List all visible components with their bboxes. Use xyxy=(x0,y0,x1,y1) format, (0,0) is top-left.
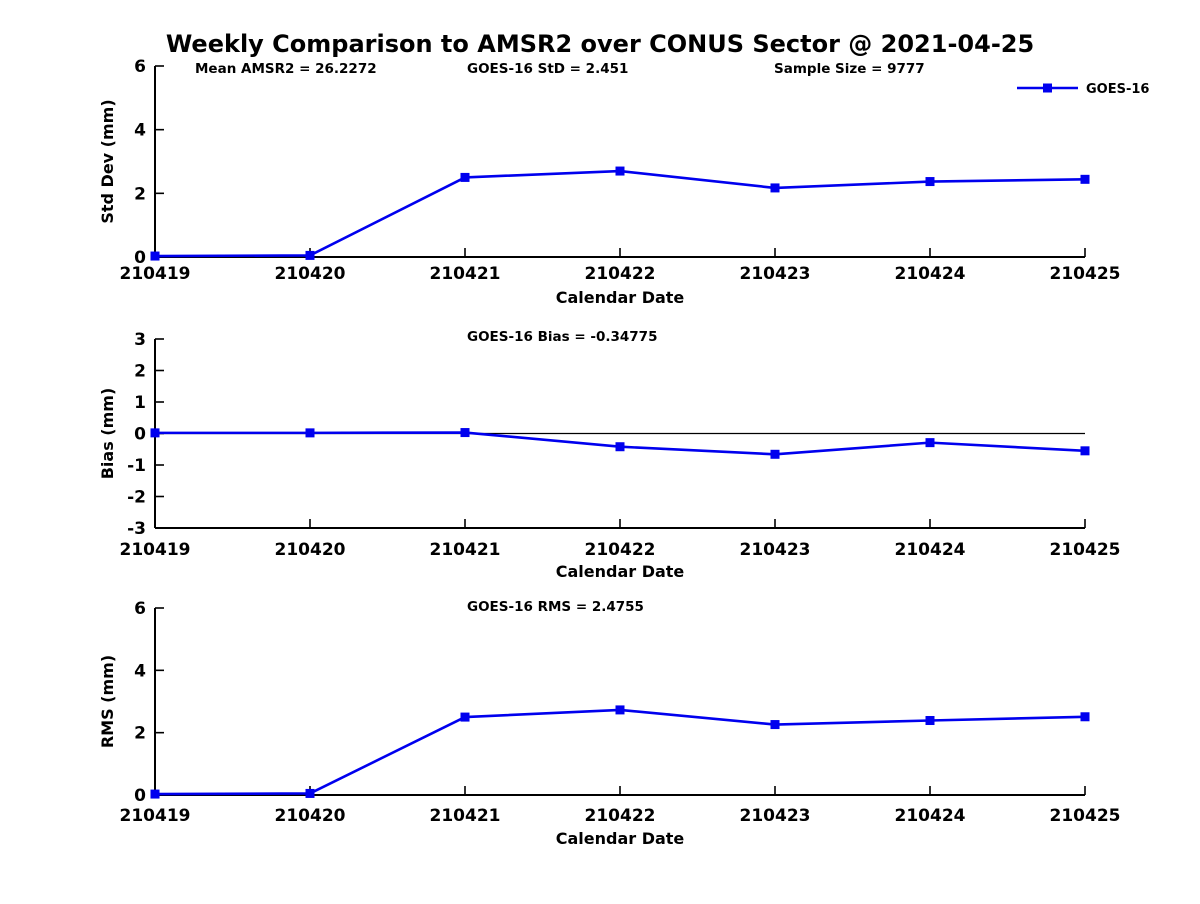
rms-data-point-marker xyxy=(150,789,160,799)
y-tick-label: 3 xyxy=(134,330,146,350)
x-tick-label: 210425 xyxy=(1050,264,1121,284)
rms-chart: 0 2 4 6 210419 210420 210421 210422 210423 210424… xyxy=(98,599,1120,848)
stddev-data-point-marker xyxy=(150,251,160,261)
y-tick-label: 0 xyxy=(134,248,146,268)
legend-marker-icon xyxy=(1043,83,1052,93)
x-tick-label: 210420 xyxy=(275,540,346,560)
stddev-annotation: Mean AMSR2 = 26.2272 xyxy=(195,61,377,77)
y-tick-label: 2 xyxy=(134,724,146,744)
y-tick-label: 0 xyxy=(134,786,146,806)
x-tick-label: 210420 xyxy=(275,806,346,826)
stddev-annotation: GOES-16 StD = 2.451 xyxy=(467,61,628,77)
y-tick-label: 1 xyxy=(134,393,146,413)
rms-data-point-marker xyxy=(925,716,935,726)
y-tick-label: 2 xyxy=(134,184,146,204)
legend-label: GOES-16 xyxy=(1086,82,1149,97)
y-tick-label: 0 xyxy=(134,425,146,445)
rms-series-line xyxy=(154,708,1086,796)
rms-data-point-marker xyxy=(1080,712,1090,722)
bias-data-point-marker xyxy=(925,438,935,448)
stddev-data-point-marker xyxy=(615,166,625,176)
stddev-data-point-marker xyxy=(305,250,315,260)
stddev-xlabel: Calendar Date xyxy=(556,288,685,307)
x-tick-label: 210425 xyxy=(1050,540,1121,560)
legend: GOES-16 xyxy=(1017,82,1149,97)
rms-data-point-marker xyxy=(305,788,315,798)
x-tick-label: 210423 xyxy=(740,540,811,560)
x-tick-label: 210421 xyxy=(430,806,501,826)
x-tick-label: 210422 xyxy=(585,540,656,560)
stddev-data-point-marker xyxy=(770,183,780,193)
x-tick-label: 210421 xyxy=(430,540,501,560)
rms-data-point-marker xyxy=(770,720,780,730)
bias-data-point-marker xyxy=(770,449,780,459)
rms-ylabel: RMS (mm) xyxy=(98,655,117,748)
x-tick-label: 210419 xyxy=(120,806,191,826)
stddev-data-point-marker xyxy=(1080,174,1090,184)
x-tick-label: 210422 xyxy=(585,806,656,826)
chart-title: Weekly Comparison to AMSR2 over CONUS Se… xyxy=(165,30,1035,58)
x-tick-label: 210425 xyxy=(1050,806,1121,826)
bias-data-point-marker xyxy=(1080,446,1090,456)
bias-data-point-marker xyxy=(460,428,470,438)
rms-data-point-marker xyxy=(460,712,470,722)
bias-ylabel: Bias (mm) xyxy=(98,388,117,480)
x-tick-label: 210421 xyxy=(430,264,501,284)
y-tick-label: 6 xyxy=(134,599,146,619)
bias-data-point-marker xyxy=(305,428,315,438)
y-tick-label: 4 xyxy=(134,121,146,141)
bias-chart: -3 -2 -1 0 1 2 3 210419 210420 210421 210422 210423… xyxy=(98,329,1120,581)
x-tick-label: 210424 xyxy=(895,806,966,826)
x-tick-label: 210424 xyxy=(895,264,966,284)
x-tick-label: 210423 xyxy=(740,806,811,826)
y-tick-label: -3 xyxy=(127,519,146,539)
stddev-series-line xyxy=(154,169,1086,258)
stddev-ylabel: Std Dev (mm) xyxy=(98,99,117,223)
stddev-annotation: Sample Size = 9777 xyxy=(774,61,925,77)
y-tick-label: 4 xyxy=(134,661,146,681)
x-tick-label: 210422 xyxy=(585,264,656,284)
bias-annotation: GOES-16 Bias = -0.34775 xyxy=(467,329,657,345)
bias-data-point-marker xyxy=(615,442,625,452)
x-tick-label: 210419 xyxy=(120,540,191,560)
bias-data-point-marker xyxy=(150,428,160,438)
stddev-chart: 0 2 4 6 210419 210420 210421 210422 210423 210424… xyxy=(98,57,1149,307)
x-tick-label: 210424 xyxy=(895,540,966,560)
bias-xlabel: Calendar Date xyxy=(556,562,685,581)
rms-annotation: GOES-16 RMS = 2.4755 xyxy=(467,599,644,615)
x-tick-label: 210420 xyxy=(275,264,346,284)
y-tick-label: 2 xyxy=(134,362,146,382)
y-tick-label: 6 xyxy=(134,57,146,77)
y-tick-label: -2 xyxy=(127,488,146,508)
rms-data-point-marker xyxy=(615,705,625,715)
x-tick-label: 210419 xyxy=(120,264,191,284)
rms-xlabel: Calendar Date xyxy=(556,829,685,848)
x-tick-label: 210423 xyxy=(740,264,811,284)
stddev-data-point-marker xyxy=(925,177,935,187)
stddev-data-point-marker xyxy=(460,172,470,182)
y-tick-label: -1 xyxy=(127,456,146,476)
